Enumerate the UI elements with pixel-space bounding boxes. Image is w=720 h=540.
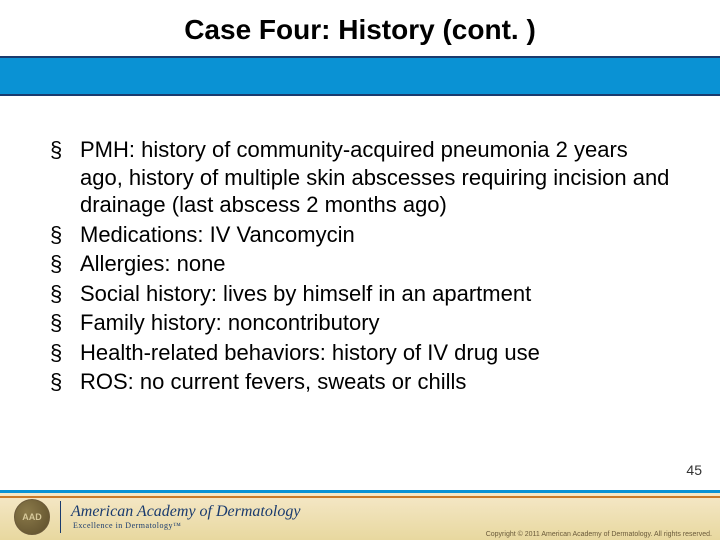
logo-badge-icon: AAD [14, 499, 50, 535]
bullet-item: PMH: history of community-acquired pneum… [50, 136, 670, 219]
bullet-list: PMH: history of community-acquired pneum… [50, 136, 670, 396]
footer-bar: AAD American Academy of Dermatology Exce… [0, 490, 720, 540]
content-area: PMH: history of community-acquired pneum… [0, 96, 720, 396]
logo-text-block: American Academy of Dermatology Excellen… [71, 504, 300, 530]
bullet-item: Social history: lives by himself in an a… [50, 280, 670, 308]
bullet-item: Allergies: none [50, 250, 670, 278]
slide-title: Case Four: History (cont. ) [0, 14, 720, 46]
org-tagline: Excellence in Dermatology™ [71, 522, 300, 530]
blue-accent-band [0, 56, 720, 96]
bullet-item: ROS: no current fevers, sweats or chills [50, 368, 670, 396]
footer-logo-block: AAD American Academy of Dermatology Exce… [14, 499, 300, 535]
copyright-text: Copyright © 2011 American Academy of Der… [486, 531, 712, 538]
slide-number: 45 [686, 462, 702, 478]
bullet-item: Family history: noncontributory [50, 309, 670, 337]
bullet-item: Health-related behaviors: history of IV … [50, 339, 670, 367]
logo-divider [60, 501, 61, 533]
title-band: Case Four: History (cont. ) [0, 0, 720, 56]
footer-orange-line [0, 496, 720, 498]
bullet-item: Medications: IV Vancomycin [50, 221, 670, 249]
org-name: American Academy of Dermatology [71, 504, 300, 520]
